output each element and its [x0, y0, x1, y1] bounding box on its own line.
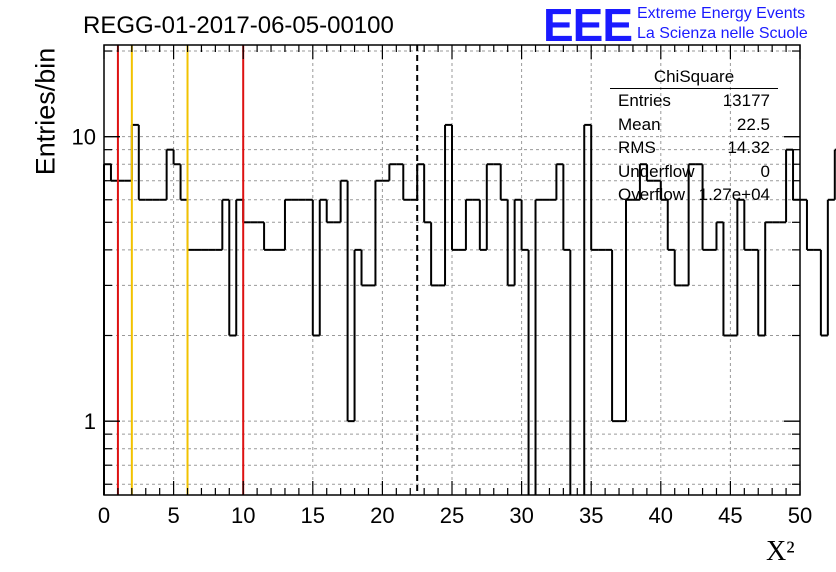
reference-lines — [116, 45, 419, 495]
x-axis-label: X² — [766, 536, 795, 567]
logo-text-line2: La Scienza nelle Scuole — [637, 25, 808, 42]
x-tick-label: 50 — [788, 503, 812, 528]
stats-title: ChiSquare — [610, 66, 778, 89]
stats-row-underflow: Underflow 0 — [610, 160, 778, 184]
stats-row-mean: Mean 22.5 — [610, 113, 778, 137]
stats-value: 22.5 — [736, 114, 770, 134]
y-tick-label: 1 — [84, 409, 96, 434]
y-axis-label: Entries/bin — [30, 47, 61, 176]
x-tick-label: 15 — [301, 503, 325, 528]
stats-key: Mean — [618, 114, 661, 134]
stats-key: Underflow — [618, 161, 695, 181]
x-tick-label: 5 — [167, 503, 179, 528]
x-tick-label: 30 — [509, 503, 533, 528]
stats-row-overflow: Overflow 1.27e+04 — [610, 183, 778, 207]
axis-ticks — [103, 45, 801, 495]
stats-row-entries: Entries 13177 — [610, 89, 778, 113]
stats-row-rms: RMS 14.32 — [610, 136, 778, 160]
x-tick-label: 40 — [649, 503, 673, 528]
x-tick-label: 45 — [718, 503, 742, 528]
stats-value: 1.27e+04 — [698, 185, 770, 204]
x-tick-label: 10 — [231, 503, 255, 528]
stats-key: Overflow — [618, 185, 686, 204]
eee-logo: EEE — [543, 0, 633, 51]
x-tick-label: 35 — [579, 503, 603, 528]
x-tick-label: 20 — [370, 503, 394, 528]
x-tick-label: 25 — [440, 503, 464, 528]
stats-value: 0 — [760, 161, 770, 181]
stats-box: ChiSquare Entries 13177 Mean 22.5 RMS 14… — [610, 66, 778, 207]
stats-key: Entries — [618, 91, 671, 110]
y-tick-label: 10 — [72, 125, 96, 150]
stats-value: 13177 — [722, 91, 770, 110]
chart-title: REGG-01-2017-06-05-00100 — [83, 12, 394, 39]
x-tick-label: 0 — [98, 503, 110, 528]
stats-value: 14.32 — [727, 138, 770, 157]
tick-labels: 0 5 10 15 20 25 30 35 40 45 50 1 10 — [72, 125, 813, 528]
stats-key: RMS — [618, 138, 656, 157]
logo-text-line1: Extreme Energy Events — [637, 5, 806, 22]
